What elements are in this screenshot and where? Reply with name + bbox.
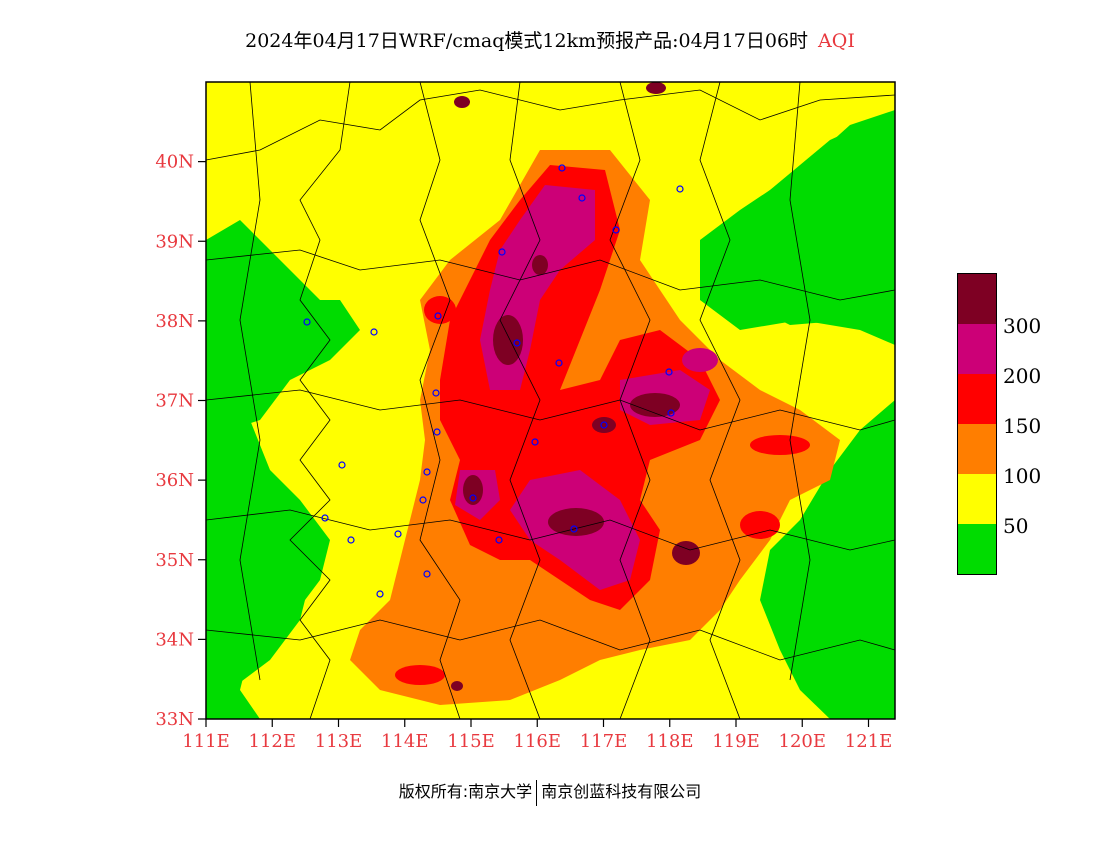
city-marker — [423, 468, 431, 476]
lat-label: 40N — [155, 152, 194, 173]
lat-label: 36N — [155, 470, 194, 491]
product-label: AQI — [818, 30, 855, 52]
aqi-hazardous-spot — [463, 475, 483, 505]
legend-label-300: 300 — [1003, 314, 1042, 338]
city-marker — [667, 409, 675, 417]
province-borders — [206, 82, 895, 719]
aqi-very-unhealthy-spot — [682, 348, 718, 372]
city-marker — [303, 318, 311, 326]
aqi-hazardous-spot — [454, 96, 470, 108]
aqi-unhealthy-spot — [395, 665, 445, 685]
latitude-axis: 40N 39N 38N 37N 36N 35N 34N 33N — [155, 152, 206, 730]
city-marker — [338, 461, 346, 469]
city-marker — [321, 514, 329, 522]
legend-swatch-usg — [958, 424, 996, 474]
city-marker — [513, 339, 521, 347]
legend-swatch-unhealthy — [958, 374, 996, 424]
city-marker — [423, 570, 431, 578]
aqi-hazardous-spot — [451, 681, 463, 691]
lat-label: 38N — [155, 311, 194, 332]
aqi-hazardous-spot — [630, 393, 680, 417]
lon-label: 113E — [315, 731, 363, 752]
city-marker — [600, 421, 608, 429]
city-marker — [394, 530, 402, 538]
legend-swatch-moderate — [958, 474, 996, 524]
city-marker — [469, 494, 477, 502]
lon-label: 119E — [712, 731, 760, 752]
legend-swatch-hazardous — [958, 274, 996, 324]
city-marker — [570, 525, 578, 533]
city-marker — [419, 496, 427, 504]
legend-label-100: 100 — [1003, 464, 1042, 488]
aqi-field — [206, 82, 895, 719]
lon-label: 118E — [646, 731, 694, 752]
city-marker — [434, 312, 442, 320]
aqi-unhealthy-spot — [740, 511, 780, 539]
lon-label: 117E — [580, 731, 628, 752]
legend-swatch-good — [958, 524, 996, 574]
aqi-good-area-west — [206, 250, 360, 440]
lat-label: 39N — [155, 231, 194, 252]
lat-label: 33N — [155, 709, 194, 730]
city-marker — [433, 428, 441, 436]
city-marker — [347, 536, 355, 544]
copyright-separator — [536, 779, 538, 806]
aqi-hazardous-spot — [672, 541, 700, 565]
lon-label: 112E — [249, 731, 297, 752]
copyright-right: 南京创蓝科技有限公司 — [541, 782, 702, 801]
lat-label: 35N — [155, 550, 194, 571]
legend-label-50: 50 — [1003, 514, 1029, 538]
city-marker — [612, 226, 620, 234]
city-marker — [555, 359, 563, 367]
city-marker — [676, 185, 684, 193]
aqi-good-area-ne — [710, 110, 895, 330]
map-title: 2024年04月17日WRF/cmaq模式12km预报产品:04月17日06时 A… — [0, 26, 1100, 53]
legend-label-150: 150 — [1003, 414, 1042, 438]
city-marker — [578, 194, 586, 202]
city-marker — [495, 536, 503, 544]
aqi-unhealthy-spot — [750, 435, 810, 455]
aqi-hazardous-spot — [493, 315, 523, 365]
lat-label: 37N — [155, 391, 194, 412]
aqi-hazardous-spot — [532, 255, 548, 275]
city-marker — [498, 248, 506, 256]
legend-label-200: 200 — [1003, 364, 1042, 388]
city-marker — [376, 590, 384, 598]
lon-label: 111E — [182, 731, 230, 752]
aqi-good-area-sw — [206, 500, 310, 700]
lat-label: 34N — [155, 629, 194, 650]
aqi-legend — [957, 273, 997, 575]
aqi-good-area-se — [770, 400, 895, 719]
aqi-hazardous-spot — [548, 508, 604, 536]
aqi-unhealthy-spot — [424, 296, 456, 324]
city-marker — [370, 328, 378, 336]
city-markers — [303, 164, 684, 598]
lon-label: 120E — [779, 731, 827, 752]
copyright-line: 版权所有:南京大学 南京创蓝科技有限公司 — [0, 778, 1100, 806]
lon-label: 121E — [845, 731, 893, 752]
longitude-axis: 111E 112E 113E 114E 115E 116E 117E 118E 119E 120E… — [182, 719, 892, 752]
city-marker — [558, 164, 566, 172]
aqi-hazardous-spot — [646, 82, 666, 94]
aqi-moderate-area-nw — [206, 82, 380, 230]
copyright-left: 版权所有:南京大学 — [398, 782, 533, 801]
city-marker — [665, 368, 673, 376]
title-text: 2024年04月17日WRF/cmaq模式12km预报产品:04月17日06时 — [245, 30, 809, 52]
lon-label: 114E — [381, 731, 429, 752]
aqi-hazardous-spot — [592, 417, 616, 433]
lon-label: 115E — [447, 731, 495, 752]
city-marker — [432, 389, 440, 397]
legend-swatch-very-unhealthy — [958, 324, 996, 374]
lon-label: 116E — [514, 731, 562, 752]
city-marker — [531, 438, 539, 446]
